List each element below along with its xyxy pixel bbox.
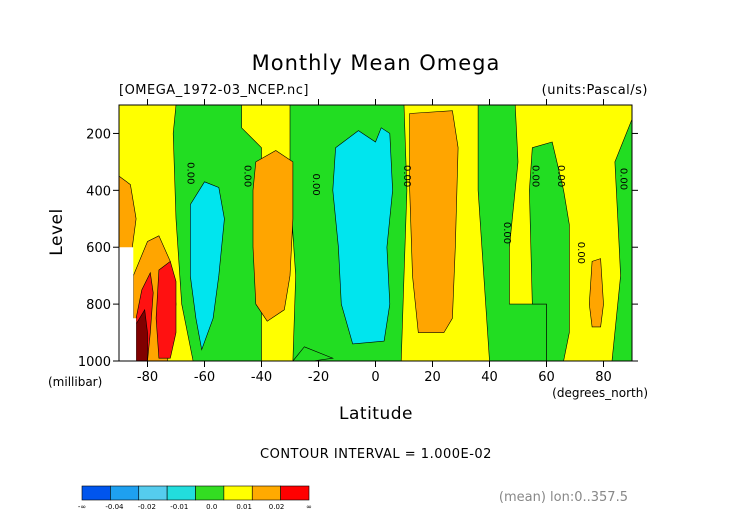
units-label: (units:Pascal/s) [542,83,648,98]
colorbar-swatch-4 [195,485,225,501]
chart-title: Monthly Mean Omega [252,51,501,75]
y-tick-label-4: 1000 [78,355,111,370]
y-tick-label-1: 400 [86,184,111,199]
x-tick-label-3: -20 [308,370,329,385]
colorbar: -∞ -0.04 -0.02 -0.01 0.0 0.01 0.02 ∞ [78,485,312,511]
contour-region-red-14 [155,260,177,359]
colorbar-label-7: ∞ [306,503,312,511]
contour-label-8: 0.00 [618,168,629,190]
x-axis: -80 -60 -40 -20 0 20 40 60 80 [137,99,612,385]
colorbar-label-1: -0.04 [105,503,124,511]
contour-labels: 0.00 0.00 0.00 0.00 0.00 0.00 0.00 0.00 0.00 [184,162,628,264]
colorbar-swatch-7 [280,485,310,501]
contour-fills [118,104,633,362]
colorbar-swatch-0 [81,485,111,501]
x-tick-label-5: 20 [424,370,441,385]
colorbar-label-0: -∞ [78,503,86,511]
colorbar-swatch-5 [223,485,253,501]
contour-label-1: 0.00 [241,165,252,187]
y-tick-label-0: 200 [86,127,111,142]
colorbar-swatch-3 [166,485,196,501]
y-axis-label: Level [47,208,67,255]
contour-interval: CONTOUR INTERVAL = 1.000E-02 [260,447,492,462]
y-axis: 200 400 600 800 1000 [78,127,638,370]
colorbar-swatch-6 [251,485,281,501]
colorbar-label-4: 0.0 [206,503,217,511]
contour-region-orange-12 [588,258,604,328]
x-tick-label-6: 40 [481,370,498,385]
x-tick-label-1: -60 [194,370,215,385]
y-tick-label-2: 600 [86,241,111,256]
colorbar-label-3: -0.01 [170,503,188,511]
colorbar-swatch-1 [110,485,140,501]
y-axis-unit: (millibar) [48,375,102,389]
contour-label-5: 0.00 [529,165,540,187]
x-tick-label-8: 80 [595,370,612,385]
colorbar-label-2: -0.02 [138,503,156,511]
contour-label-2: 0.00 [310,173,321,195]
footer-note: (mean) lon:0..357.5 [499,490,628,505]
contour-region-orange-8 [252,150,294,322]
contour-label-7: 0.00 [575,242,586,264]
colorbar-label-5: 0.01 [236,503,252,511]
contour-region-orange-9 [409,110,459,333]
y-tick-label-3: 800 [86,298,111,313]
contour-label-6: 0.00 [555,165,566,187]
x-tick-label-7: 60 [538,370,555,385]
x-axis-label: Latitude [339,404,413,424]
contour-region-cyan-6 [190,181,225,351]
contour-label-3: 0.00 [401,165,412,187]
contour-label-4: 0.00 [501,222,512,244]
contour-label-0: 0.00 [184,162,195,184]
colorbar-swatch-2 [138,485,168,501]
file-label: [OMEGA_1972-03_NCEP.nc] [119,83,309,98]
contour-region-missing-16 [119,247,137,361]
contour-region-cyan-7 [332,127,393,345]
x-tick-label-4: 0 [371,370,379,385]
colorbar-label-6: 0.02 [269,503,285,511]
x-axis-unit: (degrees_north) [552,386,648,400]
x-tick-label-0: -80 [137,370,158,385]
x-tick-label-2: -40 [251,370,272,385]
